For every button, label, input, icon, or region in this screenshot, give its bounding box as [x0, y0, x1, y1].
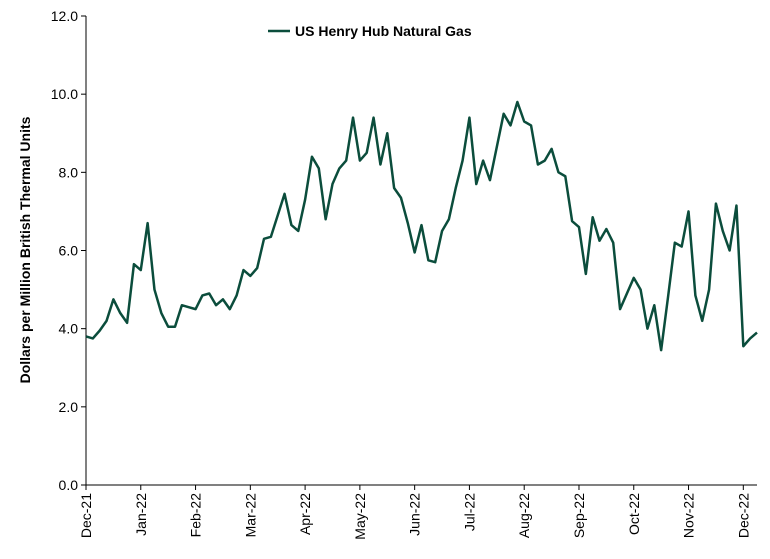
y-tick-label: 2.0 [59, 399, 79, 415]
y-tick-label: 10.0 [51, 86, 78, 102]
y-tick-label: 0.0 [59, 477, 79, 493]
y-tick-label: 4.0 [59, 321, 79, 337]
x-tick-label: Oct-22 [626, 493, 642, 535]
x-tick-label: Sep-22 [571, 493, 587, 538]
x-tick-label: May-22 [352, 493, 368, 540]
x-tick-label: Jan-22 [133, 493, 149, 536]
x-tick-label: Feb-22 [188, 493, 204, 538]
x-tick-label: Jul-22 [461, 493, 477, 531]
series-line [85, 100, 758, 352]
x-tick-label: Mar-22 [242, 493, 258, 538]
x-tick-label: Dec-22 [735, 493, 751, 538]
x-tick-label: Aug-22 [516, 493, 532, 538]
y-tick-label: 6.0 [59, 243, 79, 259]
x-tick-label: Dec-21 [78, 493, 94, 538]
x-tick-label: Apr-22 [297, 493, 313, 535]
y-axis-label: Dollars per Million British Thermal Unit… [17, 116, 33, 383]
x-tick-label: Jun-22 [407, 493, 423, 536]
legend-label: US Henry Hub Natural Gas [295, 23, 472, 39]
x-tick-label: Nov-22 [681, 493, 697, 538]
y-tick-label: 12.0 [51, 8, 78, 24]
y-tick-label: 8.0 [59, 164, 79, 180]
